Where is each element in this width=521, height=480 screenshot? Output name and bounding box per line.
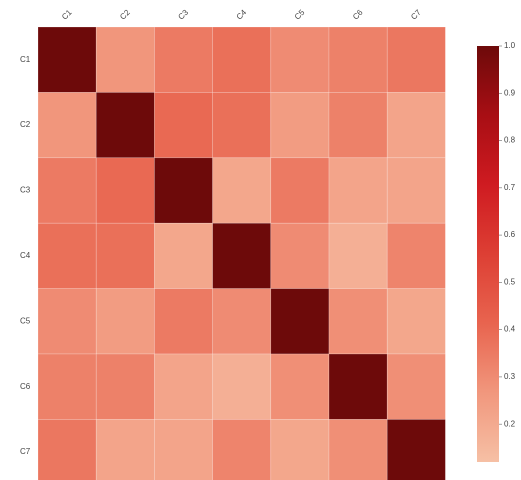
heatmap-cell-C4-C4: [212, 222, 272, 289]
y-tick-labels: C1 C2 C3 C4 C5 C6 C7: [20, 55, 31, 456]
heatmap-cell-C6-C3: [154, 353, 213, 420]
heatmap-cell-C2-C1: [37, 92, 97, 159]
colorbar-tick-label: 1.0: [504, 41, 516, 50]
heatmap-cell-C1-C7: [386, 26, 446, 93]
heatmap-cell-C1-C2: [95, 26, 155, 93]
x-tick-label: C7: [409, 8, 423, 22]
colorbar-tick-label: 0.2: [504, 419, 516, 428]
y-tick-label: C7: [20, 447, 31, 456]
x-tick-labels: C1 C2 C3 C4 C5 C6 C7: [60, 8, 423, 22]
heatmap-cell-C7-C7: [386, 419, 446, 480]
heatmap-cell-C3-C4: [212, 157, 272, 224]
heatmap-cell-C2-C7: [386, 92, 446, 159]
heatmap-cell-C5-C6: [328, 288, 388, 355]
heatmap-cell-C3-C3: [154, 157, 213, 224]
heatmap-cell-C5-C4: [212, 288, 272, 355]
y-tick-label: C2: [20, 120, 31, 129]
heatmap-cell-C4-C3: [154, 222, 213, 289]
x-tick-label: C5: [293, 8, 307, 22]
x-tick-label: C4: [235, 8, 249, 22]
colorbar-tick-label: 0.9: [504, 88, 516, 97]
heatmap-cell-C4-C5: [270, 222, 330, 289]
y-tick-label: C6: [20, 382, 31, 391]
heatmap-cell-C5-C1: [37, 288, 97, 355]
heatmap-cell-C2-C2: [95, 92, 155, 159]
heatmap-cell-C4-C1: [37, 222, 97, 289]
heatmap-cell-C7-C5: [270, 419, 330, 480]
heatmap-cell-C1-C4: [212, 26, 272, 93]
heatmap-cell-C3-C6: [328, 157, 388, 224]
heatmap-cell-C1-C3: [154, 26, 213, 93]
x-tick-label: C6: [351, 8, 365, 22]
heatmap-cell-C4-C2: [95, 222, 155, 289]
heatmap-cell-C5-C3: [154, 288, 213, 355]
heatmap-cell-C7-C3: [154, 419, 213, 480]
x-tick-label: C1: [60, 8, 74, 22]
heatmap-cell-C6-C7: [386, 353, 446, 420]
colorbar-tick-label: 0.4: [504, 325, 516, 334]
colorbar-tick-label: 0.5: [504, 277, 516, 286]
y-tick-label: C3: [20, 186, 31, 195]
colorbar: 1.0 0.9 0.8 0.7 0.6 0.5 0.4 0.3 0.2: [477, 41, 516, 462]
heatmap-cell-C6-C6: [328, 353, 388, 420]
y-tick-label: C4: [20, 251, 31, 260]
heatmap-cell-C7-C4: [212, 419, 272, 480]
heatmap-cell-C3-C5: [270, 157, 330, 224]
heatmap-cell-C6-C5: [270, 353, 330, 420]
y-tick-label: C1: [20, 55, 31, 64]
heatmap-cell-C2-C5: [270, 92, 330, 159]
x-tick-label: C3: [176, 8, 190, 22]
x-tick-label: C2: [118, 8, 132, 22]
heatmap-cell-C4-C7: [386, 222, 446, 289]
heatmap-cell-C7-C2: [95, 419, 155, 480]
heatmap-cell-C1-C5: [270, 26, 330, 93]
heatmap-cell-C7-C6: [328, 419, 388, 480]
heatmap-cell-C3-C2: [95, 157, 155, 224]
colorbar-tick-label: 0.6: [504, 230, 516, 239]
heatmap-cell-C3-C1: [37, 157, 97, 224]
heatmap-cells: [37, 26, 446, 480]
heatmap-cell-C5-C2: [95, 288, 155, 355]
heatmap-cell-C7-C1: [37, 419, 97, 480]
heatmap-cell-C1-C6: [328, 26, 388, 93]
heatmap-cell-C5-C7: [386, 288, 446, 355]
heatmap-cell-C3-C7: [386, 157, 446, 224]
heatmap-cell-C6-C1: [37, 353, 97, 420]
heatmap-cell-C5-C5: [270, 288, 330, 355]
heatmap-cell-C2-C3: [154, 92, 213, 159]
y-tick-label: C5: [20, 316, 31, 325]
colorbar-tick-labels: 1.0 0.9 0.8 0.7 0.6 0.5 0.4 0.3 0.2: [499, 41, 516, 428]
colorbar-tick-label: 0.7: [504, 183, 516, 192]
heatmap-cell-C2-C4: [212, 92, 272, 159]
heatmap-cell-C1-C1: [37, 26, 97, 93]
colorbar-tick-label: 0.3: [504, 372, 516, 381]
heatmap-cell-C4-C6: [328, 222, 388, 289]
heatmap-cell-C6-C4: [212, 353, 272, 420]
heatmap-cell-C6-C2: [95, 353, 155, 420]
colorbar-gradient: [477, 46, 499, 462]
heatmap-cell-C2-C6: [328, 92, 388, 159]
colorbar-tick-label: 0.8: [504, 136, 516, 145]
